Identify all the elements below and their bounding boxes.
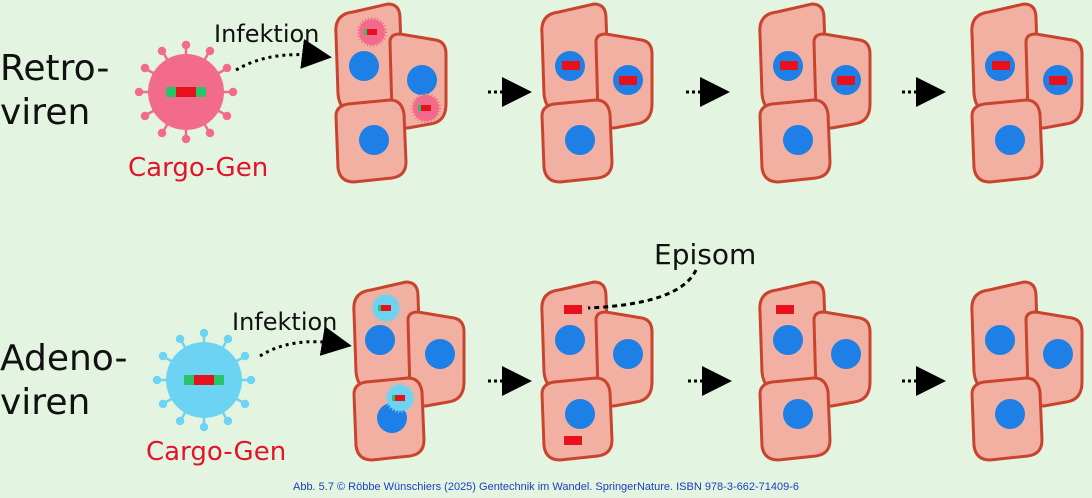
cell-cluster-adeno-3: [758, 280, 872, 462]
episom-pointer: [587, 269, 698, 310]
cell-cluster-retro-1: [334, 2, 448, 184]
cell-cluster-retro-3: [758, 2, 872, 184]
figure-caption: Abb. 5.7 © Röbbe Wünschiers (2025) Gente…: [293, 481, 799, 493]
virus-in-cell-adeno-a: [371, 293, 401, 323]
cargo-gen-label-adeno: Cargo-Gen: [146, 437, 286, 467]
episom-marker: [564, 305, 582, 314]
cell-cluster-adeno-4: [970, 280, 1084, 462]
infection-label-retro: Infektion: [214, 20, 319, 48]
cell-cluster-retro-2: [540, 2, 654, 184]
virus-in-cell-retro-a: [357, 17, 387, 47]
cargo-gen-label-retro: Cargo-Gen: [128, 153, 268, 183]
row-adenoviren: Adeno- viren Cargo-Gen: [0, 238, 1084, 467]
virus-in-cell-adeno-b: [385, 383, 415, 413]
cell-cluster-adeno-1: [352, 280, 466, 462]
cell-cluster-adeno-2: [540, 280, 654, 462]
episom-label: Episom: [654, 238, 756, 271]
infection-label-adeno: Infektion: [232, 308, 337, 336]
adenovirus-particle: [152, 328, 256, 432]
row-label-adeno-line1: Adeno-: [0, 338, 128, 379]
retrovirus-particle: [134, 40, 238, 144]
row-label-retro-line1: Retro-: [0, 48, 109, 89]
row-retroviren: Retro- viren Cargo-Gen: [0, 2, 1084, 184]
row-label-retro-line2: viren: [0, 92, 90, 133]
row-label-adeno-line2: viren: [0, 382, 90, 423]
virus-in-cell-retro-b: [411, 93, 441, 123]
infection-arrow-adeno: [259, 326, 352, 358]
infection-arrow-retro: [235, 38, 332, 72]
cell-cluster-retro-4: [970, 2, 1084, 184]
